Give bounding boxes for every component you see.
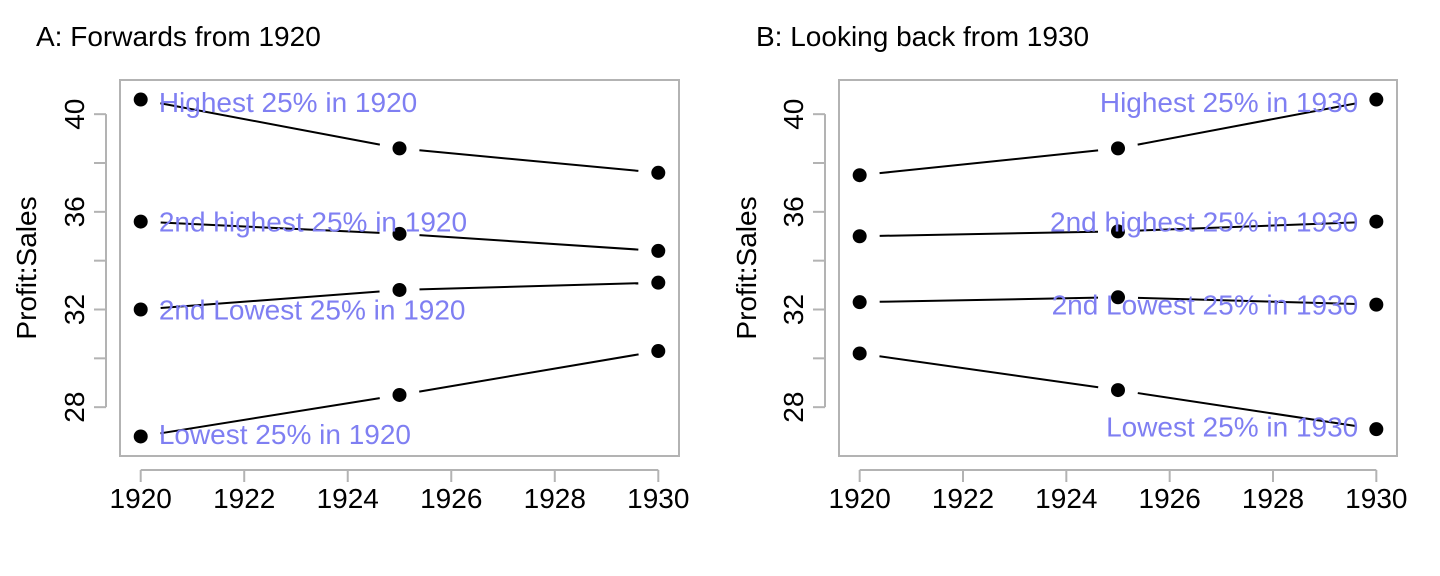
- panel-b-y-tick-label: 32: [778, 294, 809, 325]
- panel-b-series: 2nd Lowest 25% in 1930: [852, 290, 1384, 321]
- panel-a-x-tick-label: 1926: [420, 483, 482, 514]
- panel-b-y-tick-label: 40: [778, 99, 809, 130]
- panel-b-x-tick-label: 1926: [1139, 483, 1201, 514]
- panel-b-series-label: Lowest 25% in 1930: [1106, 412, 1358, 443]
- panel-a-data-point: [651, 275, 666, 290]
- panel-a-x-tick-label: 1920: [110, 483, 172, 514]
- panel-b-series-line: [879, 149, 1099, 175]
- panel-a-x-tick-label: 1922: [213, 483, 275, 514]
- panel-a-series-label: 2nd highest 25% in 1920: [159, 207, 467, 238]
- panel-b-series: Lowest 25% in 1930: [852, 346, 1384, 443]
- panel-b-data-point: [1111, 290, 1125, 305]
- panel-a-data-point: [392, 282, 407, 297]
- panel-a-series: Highest 25% in 1920: [133, 87, 666, 180]
- panel-a-series-label: Highest 25% in 1920: [159, 87, 417, 118]
- panel-b-y-axis-label: Profit:Sales: [731, 196, 762, 339]
- panel-b-x-tick-label: 1928: [1242, 483, 1304, 514]
- panel-b-plot-frame: [838, 79, 1398, 457]
- panel-a-series-line: [419, 353, 639, 393]
- panel-b-series-line: [1137, 102, 1357, 146]
- panel-a-data-point: [651, 243, 666, 258]
- panel-b-data-point: [1111, 383, 1125, 398]
- panel-a-x-tick-label: 1928: [524, 483, 586, 514]
- panel-b-series: Highest 25% in 1930: [852, 87, 1384, 183]
- panel-b-x-tick-label: 1920: [829, 483, 891, 514]
- panel-a-series-label: Lowest 25% in 1920: [159, 419, 411, 450]
- panel-a-data-point: [651, 165, 666, 180]
- panel-b-series-line: [1137, 221, 1357, 232]
- panel-a-data-point: [651, 344, 666, 359]
- panel-b-series-label: 2nd highest 25% in 1930: [1050, 207, 1358, 238]
- panel-a-data-point: [133, 214, 148, 229]
- panel-a-series-line: [160, 290, 380, 309]
- panel-b-data-point: [852, 295, 867, 310]
- panel-a-data-point: [392, 387, 407, 402]
- panel-b-series-line: [1137, 296, 1357, 306]
- panel-b-data-point: [1111, 141, 1125, 156]
- panel-a-data-point: [392, 141, 407, 156]
- panel-a-y-tick-label: 28: [59, 392, 90, 423]
- panel-b-data-point: [1369, 422, 1384, 437]
- panel-b: B: Looking back from 1930 1920 1922 1924 192…: [731, 21, 1407, 514]
- panel-b-data-point: [1111, 224, 1125, 239]
- panel-b-data-point: [852, 168, 867, 183]
- panel-a-x-tick-label: 1924: [317, 483, 379, 514]
- panel-a-series: Lowest 25% in 1920: [133, 344, 666, 450]
- panel-a-series-line: [160, 221, 380, 234]
- panel-a-data-point: [133, 302, 148, 317]
- panel-b-series-line: [879, 355, 1099, 389]
- panel-b-series-line: [879, 230, 1099, 237]
- panel-a-series: 2nd highest 25% in 1920: [133, 207, 666, 258]
- panel-b-data-point: [852, 346, 867, 361]
- panel-b-y-tick-label: 36: [778, 196, 809, 227]
- panel-a-series-line: [160, 102, 381, 146]
- panel-a-title: A: Forwards from 1920: [36, 21, 321, 52]
- panel-b-x-tick-label: 1930: [1345, 483, 1407, 514]
- panel-b-data-point: [1369, 92, 1384, 107]
- panel-a-series-line: [419, 149, 639, 172]
- panel-a-y-tick-label: 36: [59, 196, 90, 227]
- panel-b-series-label: 2nd Lowest 25% in 1930: [1052, 290, 1359, 321]
- panel-a-y-tick-label: 32: [59, 294, 90, 325]
- panel-b-y-tick-label: 28: [778, 392, 809, 423]
- panel-a-data-point: [133, 429, 148, 444]
- panel-b-series: 2nd highest 25% in 1930: [852, 207, 1384, 244]
- panel-b-x-tick-label: 1924: [1035, 483, 1097, 514]
- panel-a-data-point: [392, 226, 407, 241]
- panel-b-title: B: Looking back from 1930: [756, 21, 1089, 52]
- panel-a-y-axis-label: Profit:Sales: [11, 196, 42, 339]
- panel-a-series-line: [419, 234, 639, 251]
- panel-a-series-label: 2nd Lowest 25% in 1920: [159, 295, 466, 326]
- panel-a: A: Forwards from 1920 1920 1922 1924 1926 192…: [11, 21, 689, 514]
- panel-a-plot-frame: [119, 79, 680, 457]
- panel-b-data-point: [1369, 297, 1384, 312]
- panel-b-data-point: [852, 229, 867, 244]
- panel-b-series-line: [879, 296, 1099, 303]
- panel-b-series-line: [1137, 392, 1357, 428]
- panel-a-y-tick-label: 40: [59, 99, 90, 130]
- panel-a-series-line: [419, 282, 639, 291]
- panel-a-data-point: [133, 92, 148, 107]
- panel-a-series: 2nd Lowest 25% in 1920: [133, 275, 666, 326]
- panel-b-series-label: Highest 25% in 1930: [1100, 87, 1358, 118]
- panel-a-series-line: [160, 397, 380, 435]
- panel-b-data-point: [1369, 214, 1384, 229]
- panel-a-x-tick-label: 1930: [627, 483, 689, 514]
- panel-b-x-tick-label: 1922: [932, 483, 994, 514]
